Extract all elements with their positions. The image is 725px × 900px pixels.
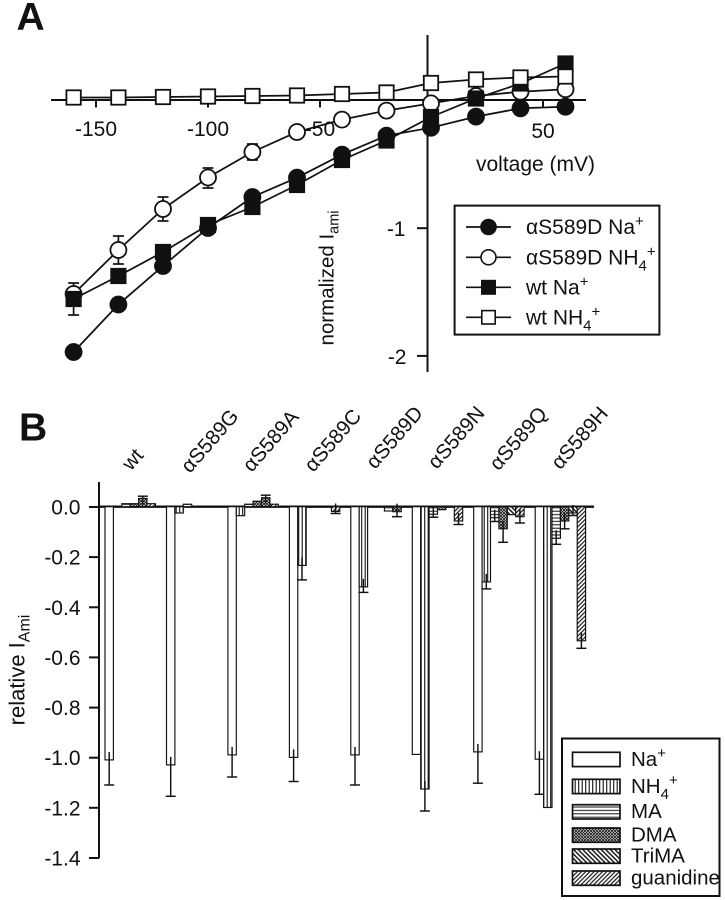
svg-text:αS589G: αS589G — [176, 405, 243, 477]
svg-text:50: 50 — [531, 120, 554, 143]
svg-text:-1.4: -1.4 — [44, 848, 81, 871]
svg-text:-1: -1 — [387, 218, 406, 241]
svg-text:-0.4: -0.4 — [44, 597, 81, 620]
svg-text:αS589D: αS589D — [362, 402, 428, 473]
svg-text:DMA: DMA — [631, 824, 677, 847]
svg-text:-0.8: -0.8 — [44, 697, 80, 720]
svg-text:αS589C: αS589C — [300, 405, 366, 476]
svg-text:-2: -2 — [388, 346, 407, 369]
svg-text:αS589Q: αS589Q — [485, 403, 552, 475]
svg-text:-150: -150 — [75, 118, 117, 141]
svg-text:-0.2: -0.2 — [44, 547, 80, 570]
svg-text:-100: -100 — [187, 118, 229, 141]
svg-text:MA: MA — [631, 800, 662, 823]
svg-text:αS589D NH4+: αS589D NH4+ — [526, 243, 656, 274]
svg-text:A: A — [17, 0, 45, 39]
svg-text:αS589N: αS589N — [423, 402, 489, 473]
svg-text:0.0: 0.0 — [51, 497, 80, 520]
svg-text:relative IAmi: relative IAmi — [5, 615, 34, 726]
svg-text:voltage (mV): voltage (mV) — [476, 153, 595, 176]
svg-text:wt Na+: wt Na+ — [525, 273, 589, 299]
svg-text:-1.2: -1.2 — [44, 797, 80, 820]
svg-text:-1.0: -1.0 — [44, 747, 80, 770]
svg-text:TriMA: TriMA — [631, 845, 685, 868]
svg-text:-0.6: -0.6 — [44, 647, 80, 670]
svg-text:αS589A: αS589A — [238, 406, 304, 477]
svg-text:αS589D Na+: αS589D Na+ — [526, 213, 644, 239]
svg-text:-50: -50 — [305, 118, 335, 141]
svg-text:αS589H: αS589H — [547, 402, 613, 473]
svg-text:normalized Iami: normalized Iami — [316, 210, 343, 345]
svg-text:B: B — [19, 407, 47, 450]
svg-text:guanidine: guanidine — [631, 867, 720, 890]
svg-text:wt: wt — [117, 444, 149, 476]
